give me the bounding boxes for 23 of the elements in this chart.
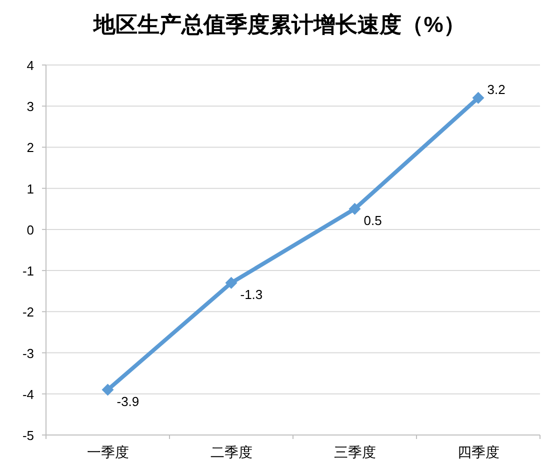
point [225,276,238,289]
y-tick-label: -5 [22,428,34,443]
point [102,384,114,396]
x-tick-label: 二季度 [210,444,252,460]
point [348,202,361,215]
y-tick-label: 4 [26,58,34,73]
x-tick-label: 三季度 [334,444,376,460]
y-tick-label: -3 [22,346,34,361]
y-tick-label: 0 [26,222,34,238]
chart-title: 地区生产总值季度累计增长速度（%） [92,12,466,37]
y-tick-label: -4 [22,386,34,402]
x-tick-label: 一季度 [86,444,129,460]
y-tick-label: -2 [22,304,34,320]
y-tick-label: 2 [26,140,34,156]
y-tick-label: -1 [22,264,34,279]
data-label: 3.2 [487,82,506,97]
y-tick-label: 3 [26,99,34,114]
data-label: -1.3 [240,286,263,302]
point [472,92,484,104]
data-label: 0.5 [364,212,382,228]
y-tick-label: 1 [26,181,34,196]
data-label: -3.9 [116,394,140,409]
x-tick-label: 四季度 [457,444,500,460]
